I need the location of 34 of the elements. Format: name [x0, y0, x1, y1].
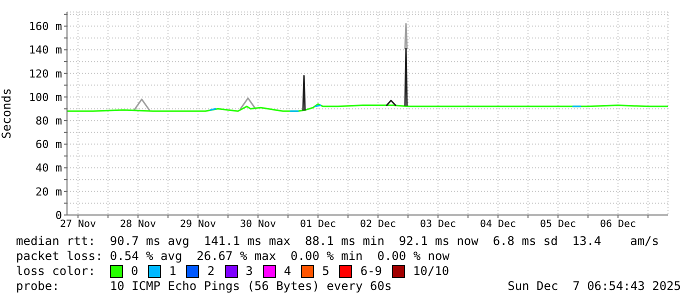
legend-label: 2	[207, 264, 215, 279]
x-tick-label: 27 Nov	[60, 219, 96, 230]
y-tick-label: 100 m	[28, 90, 62, 104]
legend-label: 0	[130, 264, 138, 279]
legend-label: 5	[322, 264, 330, 279]
y-tick-label: 140 m	[28, 44, 62, 57]
text: packet loss: 0.54 % avg 26.67 % max 0.00 % min 0.00 % now	[16, 249, 450, 264]
x-tick-label: 06 Dec	[600, 219, 636, 230]
legend-label: 3	[246, 264, 253, 279]
x-tick-label: 03 Dec	[420, 219, 456, 230]
x-tick-label: 04 Dec	[480, 219, 516, 230]
y-tick-label: 160 m	[28, 20, 62, 34]
text: median rtt: 90.7 ms avg 141.1 ms max 88.1 ms min 92.1 ms now 6.8 ms sd 13.4 am/s	[16, 234, 660, 249]
y-tick-label: 40 m	[36, 162, 62, 175]
x-tick-label: 30 Nov	[240, 219, 276, 230]
y-tick-label: 80 m	[36, 114, 62, 128]
legend-label: 6-9	[360, 264, 382, 279]
x-tick-label: 01 Dec	[300, 219, 336, 230]
text: probe: 10 ICMP Echo Pings (56 Bytes) every 60s	[16, 279, 392, 294]
legend-label: 1	[169, 264, 176, 279]
legend-label: 4	[284, 264, 292, 279]
y-tick-label: 60 m	[36, 138, 62, 152]
legend-title: loss color:	[16, 264, 96, 279]
y-tick-label: 0	[55, 208, 62, 222]
x-tick-label: 05 Dec	[540, 219, 576, 230]
x-tick-label: 02 Dec	[360, 219, 396, 230]
x-tick-label: 29 Nov	[180, 219, 216, 230]
x-tick-label: 28 Nov	[120, 219, 156, 230]
line-series	[67, 103, 668, 112]
y-tick-label: 120 m	[28, 67, 62, 80]
y-tick-label: 20 m	[36, 185, 62, 198]
legend-label: 10/10	[413, 264, 450, 279]
text: Sun Dec 7 06:54:43 2025	[508, 279, 681, 294]
y-axis-title: Seconds	[0, 88, 14, 139]
